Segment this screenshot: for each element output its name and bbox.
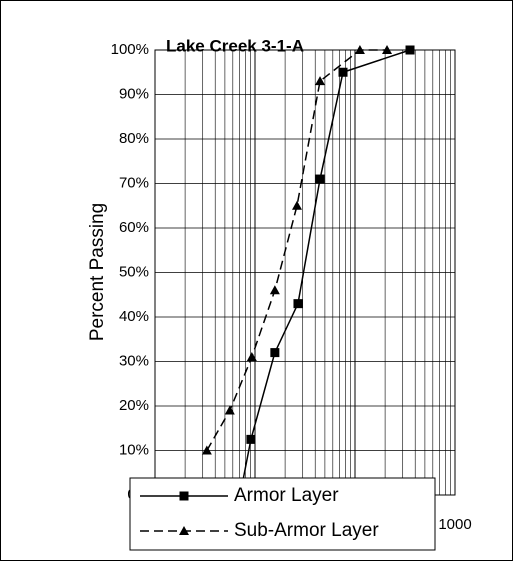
legend-label: Armor Layer: [234, 485, 339, 506]
legend-box: [129, 477, 436, 551]
marker: [405, 45, 415, 55]
y-tick-label: 60%: [119, 219, 149, 236]
marker: [270, 348, 280, 358]
y-tick-label: 10%: [119, 441, 149, 458]
y-tick-label: 40%: [119, 308, 149, 325]
legend-label: Sub-Armor Layer: [234, 520, 379, 541]
y-tick-label: 70%: [119, 174, 149, 191]
marker: [246, 434, 256, 444]
marker: [246, 352, 257, 362]
y-tick-label: 20%: [119, 397, 149, 414]
y-tick-label: 100%: [111, 41, 149, 58]
grid: 11010010000%10%20%30%40%50%60%70%80%90%1…: [111, 41, 472, 533]
series-line: [206, 49, 388, 451]
y-tick-label: 50%: [119, 263, 149, 280]
marker: [291, 200, 302, 210]
y-tick-label: 90%: [119, 85, 149, 102]
marker: [269, 285, 280, 295]
marker: [338, 67, 348, 77]
marker: [315, 76, 326, 86]
marker: [179, 491, 189, 501]
marker: [224, 405, 235, 415]
marker: [179, 526, 189, 535]
marker: [354, 45, 365, 54]
marker: [382, 45, 393, 54]
marker: [293, 299, 303, 309]
y-tick-label: 30%: [119, 352, 149, 369]
x-tick-label: 1000: [438, 516, 471, 533]
legend: Armor Layer Sub-Armor Layer: [129, 477, 436, 551]
chart-title: Lake Creek 3-1-A: [166, 36, 304, 55]
y-axis-label: Percent Passing: [87, 203, 108, 341]
marker: [201, 445, 212, 455]
marker: [315, 174, 325, 184]
y-tick-label: 80%: [119, 130, 149, 147]
